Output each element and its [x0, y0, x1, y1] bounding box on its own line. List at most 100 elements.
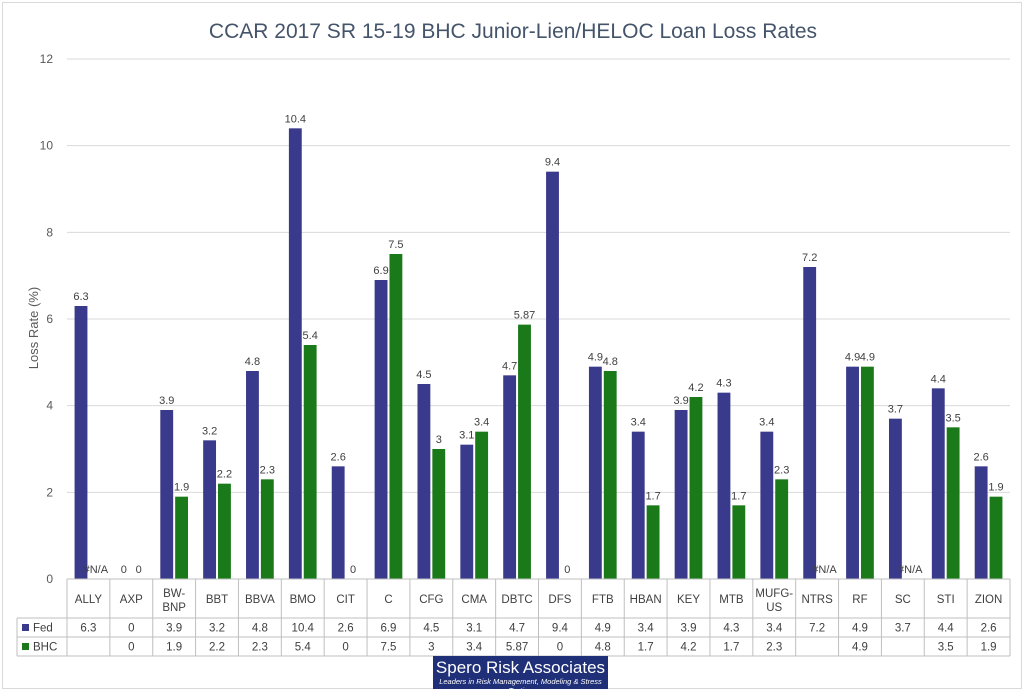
table-cell-bhc: 4.9	[852, 642, 868, 654]
table-cell-bhc: 1.7	[723, 642, 739, 654]
bar-fed	[460, 444, 474, 579]
bar-fed	[160, 410, 174, 579]
table-cell-fed: 9.4	[552, 623, 569, 635]
table-cell-fed: 2.6	[338, 623, 354, 635]
bar-bhc	[303, 345, 317, 579]
bar-fed	[974, 466, 988, 579]
category-label: DBTC	[501, 594, 532, 606]
legend-key-fed	[22, 624, 29, 631]
table-cell-bhc: 1.9	[981, 642, 997, 654]
data-label-fed: 4.8	[245, 356, 260, 368]
data-label-fed: 3.2	[202, 425, 217, 437]
table-cell-fed: 4.7	[509, 623, 525, 635]
table-cell-bhc: 4.2	[681, 642, 697, 654]
table-cell-fed: 3.4	[766, 623, 783, 635]
category-label: ZION	[975, 594, 1002, 606]
legend-label-bhc: BHC	[33, 642, 57, 654]
category-label: C	[384, 594, 392, 606]
category-label: BBT	[206, 594, 228, 606]
data-label-fed: 3.1	[459, 430, 474, 442]
data-label-bhc: #N/A	[84, 564, 109, 576]
category-label: ALLY	[75, 594, 103, 606]
data-label-bhc: 3.4	[474, 417, 489, 429]
data-label-fed: 2.6	[973, 451, 988, 463]
data-label-fed: 6.3	[73, 291, 88, 303]
logo-name: Spero Risk Associates	[435, 658, 606, 677]
category-label: CMA	[461, 594, 487, 606]
data-label-bhc: 5.4	[303, 330, 318, 342]
category-label-line1: MUFG-	[755, 588, 793, 600]
bar-fed	[588, 366, 602, 579]
table-cell-fed: 10.4	[292, 623, 315, 635]
chart-svg: CCAR 2017 SR 15-19 BHC Junior-Lien/HELOC…	[16, 20, 1011, 657]
table-cell-bhc: 3.4	[466, 642, 483, 654]
category-label: DFS	[548, 594, 571, 606]
category-label: STI	[937, 594, 955, 606]
table-cell-fed: 4.3	[723, 623, 739, 635]
table-cell-bhc: 5.4	[295, 642, 312, 654]
category-label: BBVA	[245, 594, 275, 606]
logo: Spero Risk Associates Leaders in Risk Ma…	[433, 656, 608, 695]
bar-fed	[203, 440, 217, 579]
data-label-bhc: 1.7	[731, 490, 746, 502]
data-label-fed: 4.7	[502, 360, 517, 372]
bar-fed	[74, 306, 88, 579]
data-label-fed: 3.9	[673, 395, 688, 407]
bar-fed	[803, 267, 817, 579]
data-label-bhc: #N/A	[812, 564, 837, 576]
bar-fed	[717, 392, 731, 579]
y-tick-label: 2	[46, 485, 53, 499]
data-label-bhc: 4.2	[688, 382, 703, 394]
table-cell-bhc: 2.3	[766, 642, 782, 654]
table-cell-bhc: 7.5	[380, 642, 396, 654]
table-cell-bhc: 4.8	[595, 642, 611, 654]
bar-fed	[374, 280, 388, 579]
table-cell-fed: 6.9	[380, 623, 396, 635]
table-cell-bhc: 2.2	[209, 642, 225, 654]
category-label: KEY	[677, 594, 700, 606]
data-label-fed: 4.9	[588, 352, 603, 364]
category-label: BMO	[290, 594, 316, 606]
table-cell-fed: 3.4	[638, 623, 655, 635]
y-tick-label: 4	[46, 399, 53, 413]
category-label: NTRS	[801, 594, 833, 606]
table-cell-bhc: 1.9	[166, 642, 182, 654]
data-label-fed: 10.4	[285, 113, 306, 125]
category-label-line2: BNP	[162, 602, 186, 614]
category-label-line1: BW-	[163, 588, 185, 600]
table-cell-bhc: 0	[128, 642, 134, 654]
data-label-fed: 4.9	[845, 352, 860, 364]
table-cell-fed: 4.9	[595, 623, 611, 635]
data-label-bhc: 5.87	[514, 310, 535, 322]
data-label-fed: 7.2	[802, 252, 817, 264]
data-label-bhc: 1.7	[645, 490, 660, 502]
y-tick-label: 6	[46, 312, 53, 326]
bar-bhc	[860, 366, 874, 579]
data-label-bhc: 7.5	[388, 239, 403, 251]
data-label-bhc: #N/A	[898, 564, 923, 576]
data-label-bhc: 2.3	[260, 464, 275, 476]
y-tick-label: 8	[46, 225, 53, 239]
data-label-fed: 4.3	[716, 378, 731, 390]
data-label-bhc: 4.8	[603, 356, 618, 368]
bar-fed	[246, 371, 259, 579]
bar-fed	[888, 418, 902, 579]
bar-bhc	[518, 324, 531, 579]
bar-fed	[674, 410, 688, 579]
data-label-fed: 3.4	[631, 417, 646, 429]
bar-bhc	[389, 254, 403, 579]
table-cell-fed: 4.5	[423, 623, 439, 635]
table-cell-fed: 3.1	[466, 623, 482, 635]
bar-bhc	[689, 397, 703, 579]
table-cell-bhc: 3	[428, 642, 434, 654]
bar-bhc	[775, 479, 789, 579]
data-label-fed: 9.4	[545, 157, 560, 169]
table-cell-bhc: 2.3	[252, 642, 268, 654]
data-label-fed: 4.5	[416, 369, 431, 381]
bar-fed	[846, 366, 859, 579]
data-label-fed: 3.7	[888, 404, 903, 416]
bar-bhc	[946, 427, 960, 579]
logo-tagline: Leaders in Risk Management, Modeling & S…	[439, 677, 602, 695]
table-cell-fed: 3.2	[209, 623, 225, 635]
